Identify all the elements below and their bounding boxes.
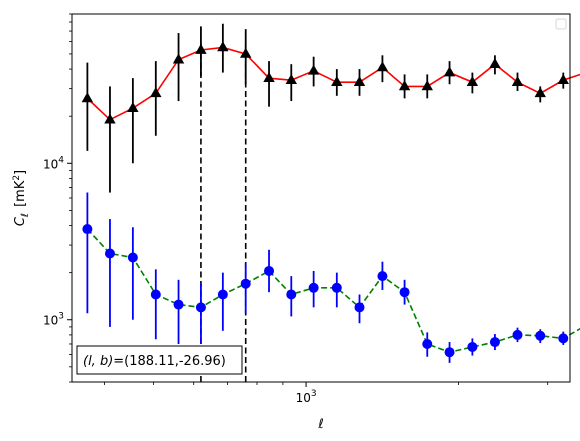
y-axis-label: Cℓ [mK2] [12,170,31,226]
data-point [489,57,501,69]
annotation-math: (l, b) [83,354,113,369]
data-point [377,271,388,282]
data-point [557,73,569,84]
data-layer [81,23,580,382]
data-point [127,252,138,263]
series-0 [81,23,580,193]
annotation-text: (l, b)=(188.11,-26.96) [83,354,226,369]
y-tick-label: 103 [43,312,64,328]
data-point [82,224,93,235]
data-point [150,289,161,300]
data-point [173,299,184,310]
series-1 [82,192,580,363]
data-point [264,265,275,276]
annotation-value: =(188.11,-26.96) [113,354,226,369]
data-point [512,329,523,340]
data-point [489,337,500,348]
data-point [466,75,479,87]
data-point [195,302,206,313]
data-point [172,53,185,64]
legend-box [555,18,567,30]
data-point [398,80,411,91]
data-point [331,282,342,293]
data-point [399,287,410,298]
data-point [217,289,228,300]
x-axis-label: ℓ [317,417,323,432]
y-axis-label-unit: [mK [13,180,28,207]
annotation-box: (l, b)=(188.11,-26.96) [76,345,243,375]
y-axis-label-main: C [13,216,28,226]
data-point [285,73,297,84]
data-point [150,87,162,98]
data-point [308,282,319,293]
data-point [307,64,320,75]
data-point [240,47,252,58]
y-axis-label-unit-sup: 2 [12,175,22,181]
data-point [421,80,433,91]
y-tick-label: 104 [43,155,64,171]
data-point [240,278,251,289]
data-point [331,75,343,87]
data-point [444,347,455,358]
data-point [443,66,456,77]
data-point [535,330,546,341]
data-point [263,71,275,83]
data-point [558,333,569,344]
data-point [217,41,229,52]
x-tick-label: 103 [296,389,317,405]
data-point [467,341,478,352]
data-point [286,289,297,300]
y-axis-label-unit-close: ] [13,170,28,175]
data-point [104,113,116,124]
data-point [354,302,365,313]
data-point [195,43,207,54]
data-point [534,87,546,98]
data-point [127,101,139,113]
data-point [81,92,94,103]
data-point [104,248,115,259]
data-point [511,75,524,87]
data-point [422,338,433,349]
data-point [353,75,366,87]
x-axis-ticks: 103 [104,382,549,405]
data-point [376,61,389,72]
y-axis-label-sub: ℓ [20,213,31,217]
y-axis-ticks: 103 104 [43,13,72,383]
